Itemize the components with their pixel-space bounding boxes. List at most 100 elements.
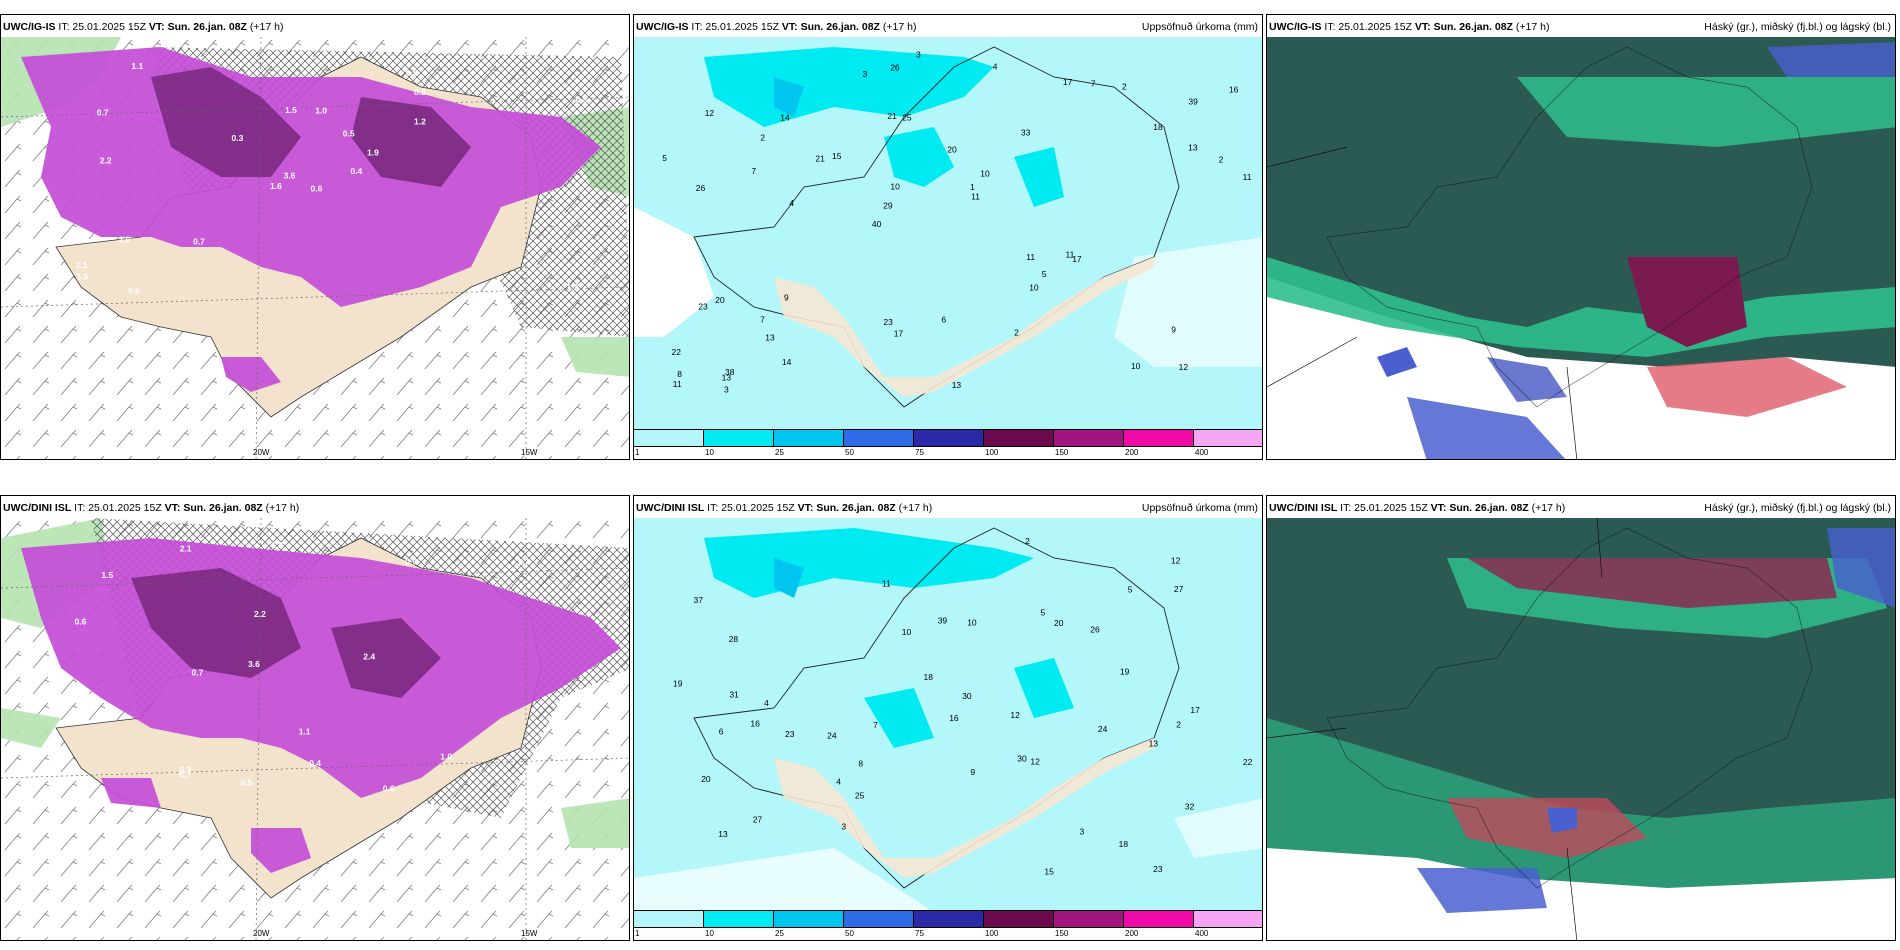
value-label: 10: [890, 181, 900, 191]
value-label: 9: [784, 293, 789, 303]
init-time: IT: 25.01.2025 15Z: [74, 502, 162, 514]
panel-top-mid-precip: UWC/IG-IS IT: 25.01.2025 15Z VT: Sun. 26…: [633, 14, 1263, 460]
model-name: UWC/IG-IS: [636, 21, 689, 33]
colorbar-swatches: [634, 910, 1262, 928]
colorbar: 1 10 25 50 75 100 150 200 400: [634, 910, 1262, 940]
value-label: 12: [1179, 362, 1189, 372]
panel-header: UWC/IG-IS IT: 25.01.2025 15Z VT: Sun. 26…: [3, 17, 625, 37]
valid-time-label: VT:: [1430, 502, 1447, 514]
value-label: 11: [1026, 252, 1035, 262]
precip-25-50: [774, 77, 804, 117]
map-svg: 0.6 0.7 3.6 2.1 1.9 0.7 0.5 1.0 0.3 0.4 1.1 1.3 2.2 0…: [1, 37, 629, 459]
blue-low-cloud: [1827, 528, 1895, 608]
map-wind-cloud[interactable]: 0.5 0.6 0.3 1.0 2.1 1.5 0.7 0.8 1.2 2.2 1.7 0.4 3.6 1…: [1, 518, 629, 940]
precip-10-25: [884, 127, 954, 187]
value-label: 10: [967, 618, 977, 628]
value-label: 19: [1120, 667, 1130, 677]
value-label: 39: [1188, 96, 1198, 106]
map-cloud-layers[interactable]: [1267, 37, 1895, 459]
map-cloud-layers[interactable]: [1267, 518, 1895, 940]
value-label: 30: [1017, 754, 1027, 764]
purple-precip-area: [101, 778, 161, 808]
precip-value-labels: 1226394033382120201522132510171226111113…: [662, 50, 1251, 395]
value-label: 12: [705, 108, 715, 118]
init-time: IT: 25.01.2025 15Z: [58, 21, 146, 33]
value-label: 8: [858, 758, 863, 768]
init-time: IT: 25.01.2025 15Z: [707, 502, 795, 514]
value-label: 12: [1010, 710, 1020, 720]
value-label: 27: [1174, 584, 1184, 594]
value-label: 0.7: [193, 237, 205, 247]
lead-time: (+17 h): [898, 502, 933, 514]
value-label: 30: [962, 691, 972, 701]
value-label: 24: [827, 730, 837, 740]
lat-gridline: [1, 757, 629, 779]
map-precip[interactable]: 12 26 39 40 33 38 21 20 20 15 22 13 25 10 17 12 26 11 11 13…: [634, 37, 1262, 459]
barb-value-labels: 0.6 0.7 3.6 2.1 1.9 0.7 0.5 1.0 0.3 0.4 1.1 1.3 2.2 0…: [76, 61, 588, 296]
value-label: 26: [890, 63, 900, 73]
value-label: 0.8: [541, 774, 553, 784]
iceland-coast: [1326, 527, 1813, 889]
value-label: 11: [882, 578, 891, 588]
value-label: 38: [725, 367, 735, 377]
lat-gridline: [1, 567, 629, 589]
blue-low-cloud: [1767, 42, 1895, 77]
value-label: 23: [698, 302, 708, 312]
map-svg: 1226394033382120201522132510171226111113…: [634, 37, 1262, 431]
value-label: 1.1: [131, 61, 143, 71]
value-label: 0.7: [179, 770, 191, 780]
value-label: 0.3: [414, 87, 426, 97]
value-label: 0.6: [128, 286, 140, 296]
red-cloud: [1447, 798, 1647, 858]
value-label: 13: [1149, 739, 1159, 749]
blue-low-cloud: [1487, 357, 1567, 402]
map-precip[interactable]: 23 16 30 37 32 28 27 24 26 39 20 18 25 11 12 20 24 30 19 13…: [634, 518, 1262, 940]
lead-time: (+17 h): [265, 502, 300, 514]
barb-value-labels: 0.5 0.6 0.3 1.0 2.1 1.5 0.7 0.8 1.2 2.2 1.7 0.4 3.6 1…: [75, 540, 554, 793]
dark-red-cloud: [1627, 257, 1747, 347]
value-label: 0.7: [97, 108, 109, 118]
value-label: 14: [780, 113, 790, 123]
value-label: 32: [1185, 802, 1195, 812]
lon-gridline: [255, 37, 262, 459]
value-label: 0.6: [383, 784, 395, 794]
panel-header: UWC/IG-IS IT: 25.01.2025 15Z VT: Sun. 26…: [1269, 17, 1891, 37]
value-label: 24: [1098, 724, 1108, 734]
value-label: 23: [1153, 864, 1163, 874]
colorbar-tick-label: 75: [915, 929, 924, 938]
value-label: 7: [751, 166, 756, 176]
colorbar-swatch: [774, 911, 844, 927]
dry-land: [774, 738, 1154, 878]
colorbar-swatch: [704, 430, 774, 446]
map-svg: 0.5 0.6 0.3 1.0 2.1 1.5 0.7 0.8 1.2 2.2 1.7 0.4 3.6 1…: [1, 518, 629, 940]
value-label: 0.4: [350, 166, 362, 176]
model-name: UWC/IG-IS: [3, 21, 56, 33]
green-area: [561, 337, 629, 377]
value-label: 1.3: [566, 282, 578, 292]
colorbar-swatch: [914, 430, 984, 446]
value-label: 18: [924, 672, 934, 682]
colorbar-tick-label: 25: [775, 448, 784, 457]
panel-bottom-mid-precip: UWC/DINI ISL IT: 25.01.2025 15Z VT: Sun.…: [633, 495, 1263, 941]
value-label: 1.2: [414, 116, 426, 126]
value-label: 3: [841, 822, 846, 832]
no-precip: [634, 207, 714, 337]
value-label: 12: [1171, 556, 1181, 566]
value-label: 3.6: [284, 171, 296, 181]
valid-time-label: VT:: [164, 502, 181, 514]
value-label: 26: [696, 183, 706, 193]
value-label: 1.5: [101, 570, 113, 580]
purple-precip-area: [221, 357, 281, 392]
value-label: 12: [1030, 756, 1040, 766]
valid-time: Sun. 26.jan. 08Z: [1449, 502, 1529, 514]
panel-bottom-left-clouds-wind: UWC/DINI ISL IT: 25.01.2025 15Z VT: Sun.…: [0, 495, 630, 941]
colorbar-swatch: [984, 430, 1054, 446]
value-label: 2: [1176, 720, 1181, 730]
init-time: IT: 25.01.2025 15Z: [1324, 21, 1412, 33]
value-label: 28: [729, 634, 739, 644]
colorbar-swatch: [1194, 430, 1262, 446]
init-time: IT: 25.01.2025 15Z: [691, 21, 779, 33]
value-label: 0.4: [309, 758, 321, 768]
precip-10-25: [864, 688, 934, 748]
map-wind-cloud[interactable]: 0.6 0.7 3.6 2.1 1.9 0.7 0.5 1.0 0.3 0.4 1.1 1.3 2.2 0…: [1, 37, 629, 459]
